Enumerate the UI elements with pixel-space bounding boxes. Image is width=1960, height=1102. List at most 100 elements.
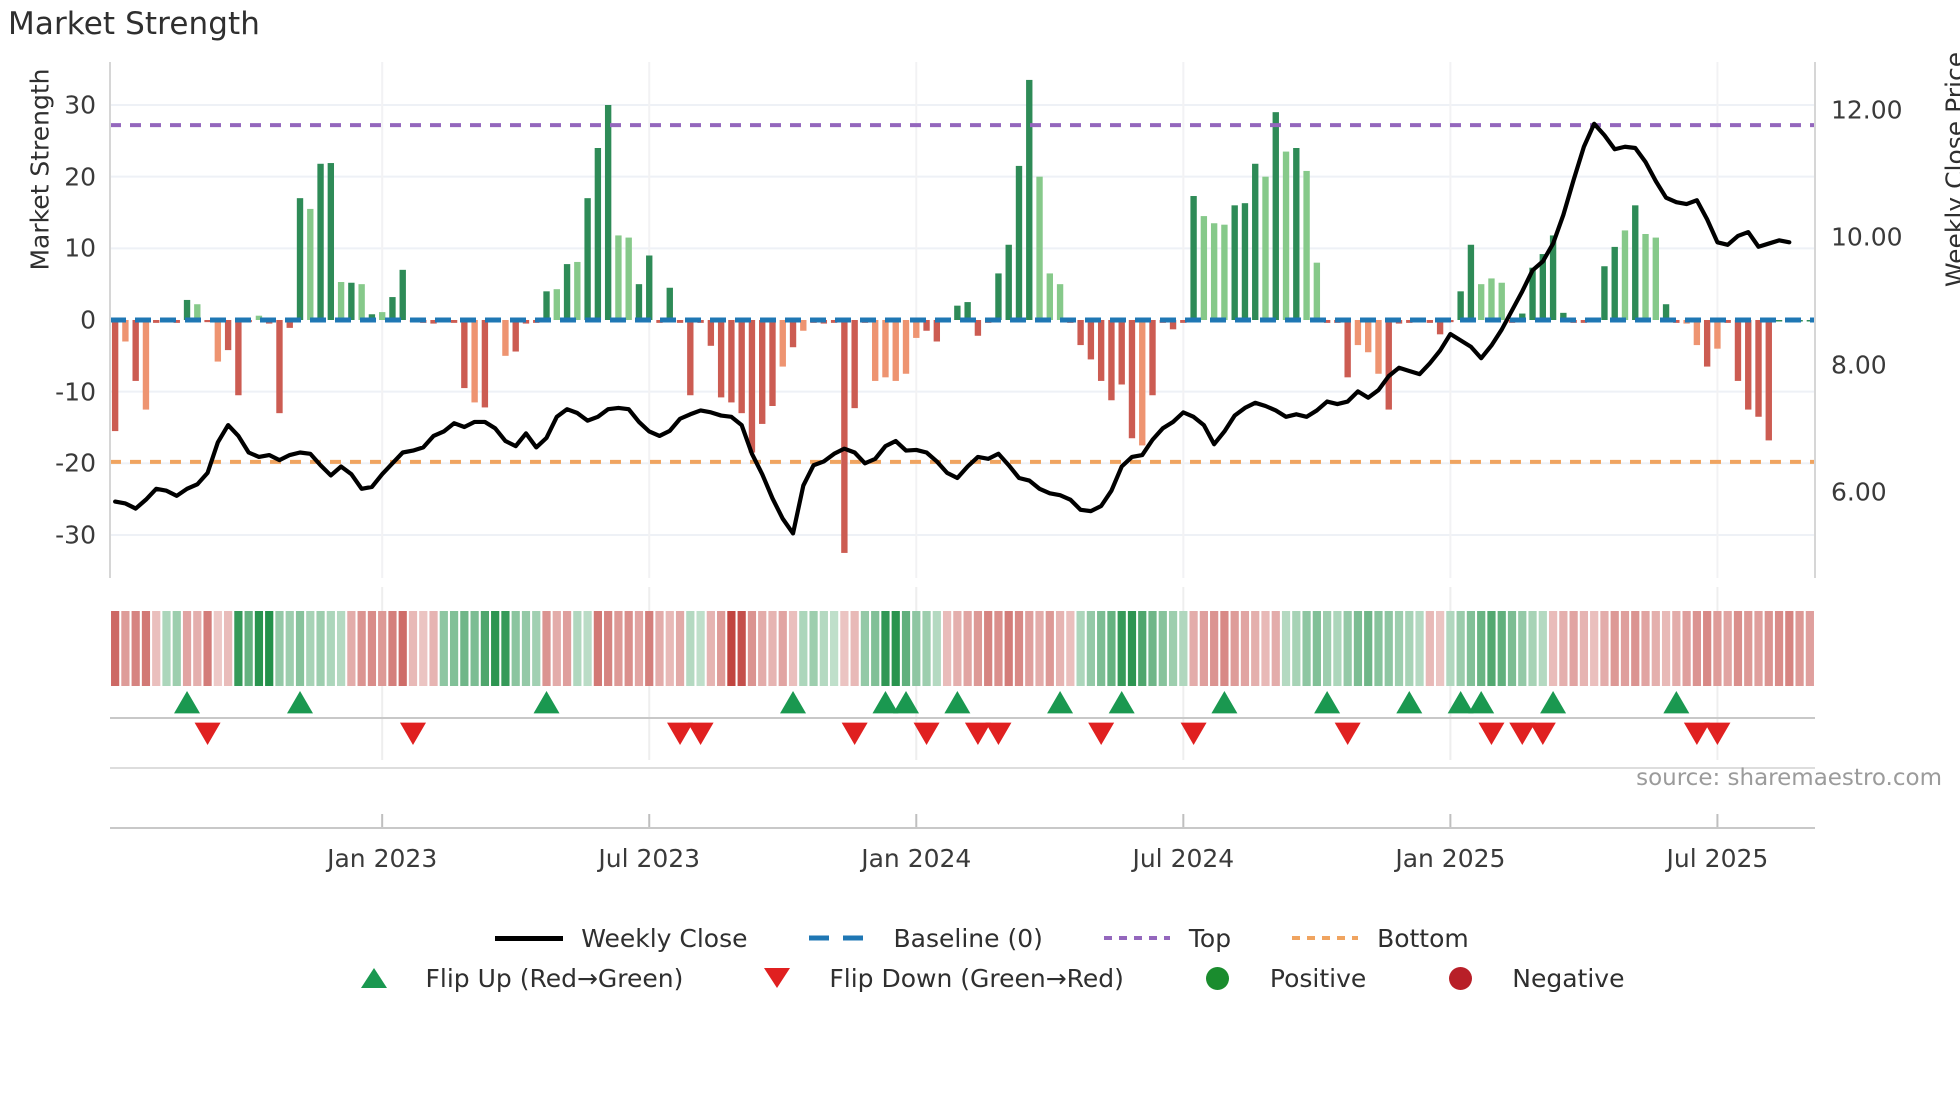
heatmap-cell [1055, 611, 1065, 686]
strength-bar [512, 320, 519, 352]
heatmap-cell [1795, 611, 1804, 686]
strength-bar [656, 320, 663, 323]
strength-bar [1354, 320, 1362, 346]
strength-bar [1344, 320, 1351, 378]
strength-bar [543, 291, 550, 320]
heatmap-cell [193, 611, 202, 686]
strength-bar [964, 302, 971, 320]
heatmap-cell [408, 611, 418, 686]
legend-item-label: Positive [1269, 963, 1367, 993]
heatmap-cell [819, 611, 828, 686]
strength-bar [1252, 163, 1259, 320]
heatmap-cell [295, 611, 305, 686]
flip-down-marker [1704, 722, 1731, 745]
heatmap-cell [1271, 611, 1280, 686]
heatmap-cell [521, 611, 531, 686]
strength-bar [676, 320, 684, 323]
y-axis-left-tick: 30 [64, 90, 96, 120]
strength-bar [1734, 320, 1742, 381]
legend-item-marker-4[interactable]: Negative [1422, 964, 1624, 993]
strength-bar [430, 320, 437, 324]
heatmap-cell [316, 611, 325, 686]
strength-bar [1765, 320, 1772, 441]
heatmap-cell [1805, 611, 1814, 686]
heatmap-cell [1631, 611, 1640, 686]
strength-bar [142, 320, 150, 410]
strength-bar [1662, 304, 1670, 320]
flip-up-marker [1447, 691, 1474, 714]
legend-item-marker-3[interactable]: Positive [1180, 964, 1366, 993]
legend-item-3[interactable]: Top [1099, 924, 1231, 953]
strength-bar [1539, 254, 1547, 320]
strength-bar [204, 320, 211, 323]
strength-bar [358, 284, 365, 320]
heatmap-cell [378, 611, 387, 686]
heatmap-cell [1590, 611, 1599, 686]
heatmap-cell [1415, 611, 1424, 686]
strength-bar [1652, 237, 1659, 320]
strength-bar [1375, 320, 1382, 374]
heatmap-cell [696, 611, 705, 686]
strength-bar [1262, 176, 1269, 320]
legend-item-marker-2[interactable]: Flip Down (Green→Red) [739, 964, 1124, 993]
heatmap-cell [1117, 611, 1126, 686]
heatmap-cell [1148, 611, 1157, 686]
strength-bar [1108, 320, 1115, 401]
strength-bar [1714, 320, 1721, 349]
strength-bar [1077, 320, 1084, 346]
strength-bar [759, 320, 766, 424]
heatmap-cell [1620, 611, 1630, 686]
strength-bar [728, 320, 735, 403]
heatmap-cell [460, 611, 469, 686]
heatmap-cell [429, 611, 438, 686]
strength-bar [800, 320, 807, 331]
strength-bar [1806, 320, 1814, 322]
strength-bar [625, 237, 632, 320]
strength-bar [1056, 284, 1064, 320]
heatmap-cell [1682, 611, 1691, 686]
heatmap-cell [1548, 611, 1558, 686]
strength-bar [235, 320, 242, 396]
y-axis-left-tick: -10 [55, 377, 96, 407]
strength-bar [1703, 320, 1711, 367]
heatmap-cell [809, 611, 818, 686]
strength-bar [1673, 320, 1680, 323]
heatmap-cell [737, 611, 746, 686]
heatmap-cell [881, 611, 890, 686]
flip-up-marker [1047, 691, 1074, 714]
strength-bar [399, 269, 406, 320]
heatmap-cell [1405, 611, 1414, 686]
strength-bar [1118, 320, 1125, 385]
legend-item-4[interactable]: Bottom [1287, 924, 1469, 953]
heatmap-cell [830, 611, 839, 686]
chart-legend: Weekly Close Baseline (0) Top Bottom Flip U… [0, 918, 1960, 998]
heatmap-cell [1610, 611, 1619, 686]
heatmap-cell [994, 611, 1003, 686]
heatmap-cell [1661, 611, 1671, 686]
strength-bar [1026, 79, 1033, 321]
strength-bar [584, 198, 591, 320]
heatmap-cell [1579, 611, 1589, 686]
strength-bar [1467, 244, 1475, 320]
strength-bar [1601, 266, 1608, 320]
legend-item-1[interactable]: Weekly Close [491, 924, 748, 953]
strength-bar [224, 320, 232, 351]
strength-bar [368, 314, 376, 320]
legend-item-marker-1[interactable]: Flip Up (Red→Green) [336, 964, 683, 993]
strength-bar [1036, 176, 1043, 320]
heatmap-cell [1425, 611, 1434, 686]
strength-bar [194, 304, 201, 320]
heatmap-cell [1014, 611, 1024, 686]
flip-down-marker [1683, 722, 1710, 745]
heatmap-cell [326, 611, 335, 686]
x-axis-tick: Jan 2023 [327, 844, 438, 873]
heatmap-cell [480, 611, 490, 686]
heatmap-cell [1477, 611, 1486, 686]
strength-bar [481, 320, 489, 408]
heatmap-cell [1507, 611, 1517, 686]
legend-item-2[interactable]: Baseline (0) [804, 924, 1043, 953]
heatmap-cell [593, 611, 602, 686]
heatmap-cell [788, 611, 798, 686]
legend-row-primary: Weekly Close Baseline (0) Top Bottom [0, 918, 1960, 958]
strength-bar [1200, 216, 1208, 320]
